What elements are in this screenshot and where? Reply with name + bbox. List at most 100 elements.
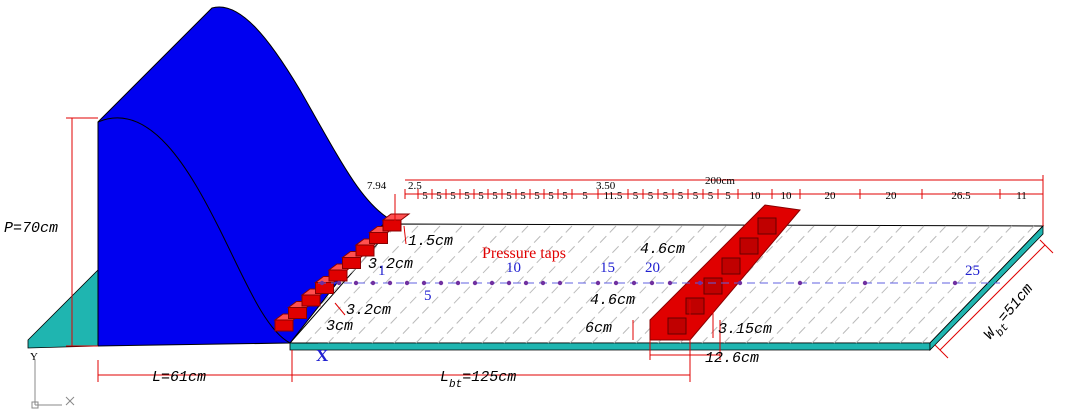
annotation: Pressure taps (482, 245, 566, 262)
tap (439, 281, 443, 285)
x-label: X (316, 346, 329, 365)
tap (798, 281, 802, 285)
step (383, 214, 409, 220)
dim: =51cm (995, 281, 1037, 326)
step (316, 283, 334, 294)
tap-number: 1 (378, 263, 386, 279)
step (275, 320, 293, 331)
base-plate (28, 270, 98, 348)
tap (371, 281, 375, 285)
dim: 6cm (585, 320, 612, 337)
segment-label: 5 (693, 190, 699, 202)
segment-label: 5 (422, 190, 428, 202)
segment-label: 5 (708, 190, 714, 202)
tap (473, 281, 477, 285)
tap (320, 281, 324, 285)
dim: P=70cm (4, 220, 58, 237)
segment-label: 5 (436, 190, 442, 202)
segment-label: 5 (492, 190, 498, 202)
dim: bt (449, 379, 462, 391)
tap (650, 281, 654, 285)
tap (668, 281, 672, 285)
tap (388, 281, 392, 285)
step (329, 270, 347, 281)
tap (507, 281, 511, 285)
dim: 1.5cm (408, 233, 453, 250)
tap-number: 25 (965, 263, 980, 279)
tap (405, 281, 409, 285)
segment-label: 5 (582, 190, 588, 202)
dim: 4.6cm (590, 292, 635, 309)
segment-label: 11 (1016, 190, 1027, 202)
segment-label: 5 (678, 190, 684, 202)
dim: L (440, 369, 449, 386)
dim: 200cm (705, 175, 735, 187)
step (704, 278, 722, 294)
dim: 3.2cm (346, 302, 391, 319)
segment-label: 5 (663, 190, 669, 202)
tap (614, 281, 618, 285)
segment-label: 10 (750, 190, 762, 202)
segment-label: 5 (548, 190, 554, 202)
tap (863, 281, 867, 285)
tap (524, 281, 528, 285)
segment-label: 5 (464, 190, 470, 202)
y-label: Y (30, 351, 38, 363)
dim: 7.94 (367, 180, 387, 192)
step (722, 258, 740, 274)
step (740, 238, 758, 254)
segment-label: 5 (725, 190, 731, 202)
segment-label: 20 (886, 190, 898, 202)
segment-label: 5 (562, 190, 568, 202)
tap (698, 281, 702, 285)
axis-icon (32, 360, 74, 408)
step (343, 258, 361, 269)
dim: 3.2cm (368, 256, 413, 273)
tap (354, 281, 358, 285)
segment-label: 5 (450, 190, 456, 202)
segment-label: 5 (633, 190, 639, 202)
step (758, 218, 776, 234)
segment-label: 10 (781, 190, 793, 202)
tap (490, 281, 494, 285)
tap (596, 281, 600, 285)
step (370, 233, 388, 244)
step (356, 245, 374, 256)
tap (738, 281, 742, 285)
tap (558, 281, 562, 285)
step (668, 318, 686, 334)
dim: 4.6cm (640, 241, 685, 258)
segment-label: 5 (534, 190, 540, 202)
dim: 3cm (326, 318, 353, 335)
step (289, 308, 307, 319)
step (302, 295, 320, 306)
tap (632, 281, 636, 285)
tap (422, 281, 426, 285)
dim: Wbt=51cm (981, 281, 1041, 347)
dim: =125cm (462, 369, 516, 386)
dim: Lbt=125cm (440, 369, 516, 391)
segment-label: 5 (648, 190, 654, 202)
dim: 12.6cm (705, 350, 759, 367)
tap (337, 281, 341, 285)
tap-number: 10 (506, 260, 521, 276)
dim: 2.5 (408, 180, 422, 192)
plate-edge (290, 343, 930, 350)
segment-label: 5 (506, 190, 512, 202)
dim: 3.15cm (718, 321, 772, 338)
tap-number: 15 (600, 260, 615, 276)
tap-number: 5 (424, 288, 432, 304)
tap (456, 281, 460, 285)
diagram: 55555555555511.555555551010202026.511 Y … (0, 0, 1065, 417)
step (383, 220, 401, 231)
segment-label: 5 (520, 190, 526, 202)
segment-label: 20 (825, 190, 837, 202)
tap (953, 281, 957, 285)
tap (541, 281, 545, 285)
segment-label: 26.5 (951, 190, 971, 202)
dim: 3.50 (596, 180, 616, 192)
step (686, 298, 704, 314)
segment-label: 5 (478, 190, 484, 202)
tap-number: 20 (645, 260, 660, 276)
